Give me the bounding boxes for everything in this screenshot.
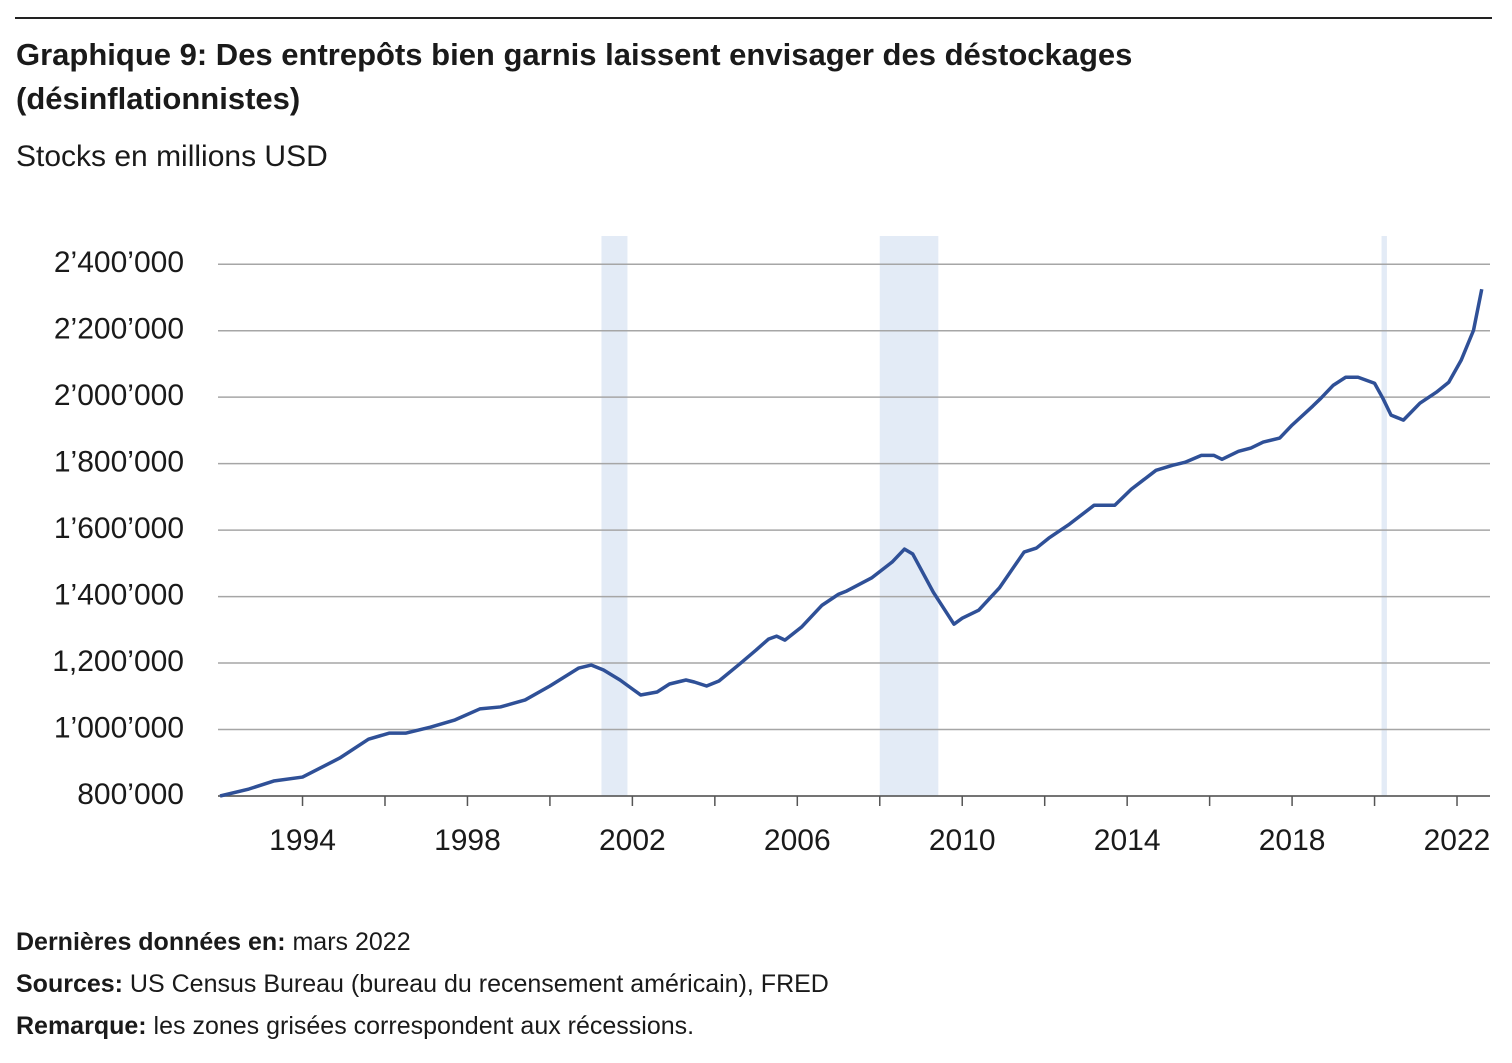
note-text: mars 2022 (286, 928, 411, 956)
y-tick-label: 2’400’000 (54, 246, 184, 279)
y-tick-label: 2’200’000 (54, 313, 184, 346)
note-label: Sources: (16, 970, 123, 998)
note-label: Remarque: (16, 1012, 147, 1040)
note-label: Dernières données en: (16, 928, 286, 956)
chart-title: Graphique 9: Des entrepôts bien garnis l… (16, 37, 1132, 72)
chart-subtitle: Stocks en millions USD (16, 140, 328, 173)
y-tick-label: 1’800’000 (54, 446, 184, 479)
x-tick-label: 2018 (1259, 824, 1326, 857)
y-tick-label: 1’400’000 (54, 579, 184, 612)
y-tick-label: 1’600’000 (54, 512, 184, 545)
note: Sources: US Census Bureau (bureau du rec… (16, 970, 829, 998)
data-line (219, 288, 1484, 798)
chart-title-line2: (désinflationnistes) (16, 81, 300, 116)
y-tick-label: 1’000’000 (54, 711, 184, 744)
recession-band (601, 236, 628, 796)
y-tick-label: 2’000’000 (54, 379, 184, 412)
x-tick-label: 2014 (1094, 824, 1161, 857)
recession-band (1381, 236, 1387, 796)
x-tick-label: 2022 (1424, 824, 1491, 857)
x-tick-label: 1998 (434, 824, 501, 857)
note: Remarque: les zones grisées corresponden… (16, 1012, 694, 1040)
note-text: US Census Bureau (bureau du recensement … (123, 970, 829, 998)
x-tick-label: 2010 (929, 824, 996, 857)
y-tick-label: 1,200’000 (52, 645, 184, 678)
x-tick-label: 2002 (599, 824, 666, 857)
recession-band (879, 236, 939, 796)
x-tick-label: 2006 (764, 824, 831, 857)
note: Dernières données en: mars 2022 (16, 928, 411, 956)
x-tick-label: 1994 (269, 824, 336, 857)
note-text: les zones grisées correspondent aux réce… (147, 1012, 695, 1040)
y-tick-label: 800’000 (77, 778, 184, 811)
